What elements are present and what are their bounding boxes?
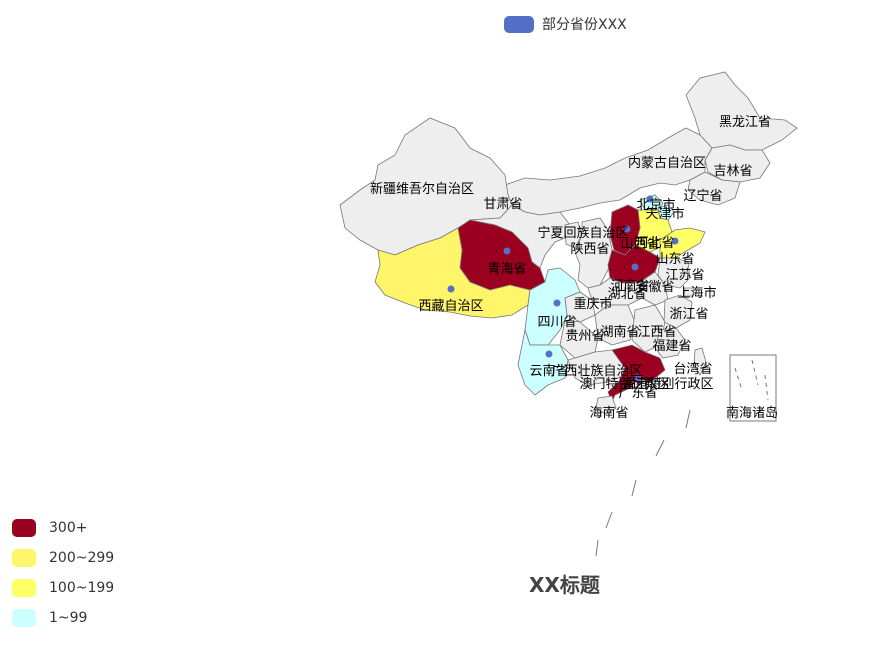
province-marker[interactable] [623,225,631,233]
province-region[interactable] [654,327,686,359]
visual-map-item[interactable]: 300+ [12,518,114,538]
province-region[interactable] [704,144,771,183]
province-label: 辽宁省 [683,188,722,204]
province-region[interactable] [693,347,707,376]
province-label: 西藏自治区 [418,299,483,314]
province-region[interactable] [657,257,691,289]
chart-title: XX标题 [529,573,600,597]
province-label: 广东省 [618,386,657,401]
province-label: 内蒙古自治区 [628,155,706,171]
province-label: 重庆市 [573,296,612,312]
province-label: 浙江省 [669,307,708,322]
maritime-boundary-dash [685,409,691,429]
province-label: 河南省 [610,278,649,294]
visual-map-swatch[interactable] [12,519,36,537]
province-label: 山西省 [620,237,659,252]
visual-map: 300+ 200~299 100~199 1~99 [12,518,114,638]
province-label: 山东省 [655,252,694,267]
province-region[interactable] [564,221,583,249]
province-label: 福建省 [652,339,691,354]
visual-map-swatch[interactable] [12,549,36,567]
province-label: 江西省 [637,325,676,340]
province-marker[interactable] [634,374,642,382]
province-label: 吉林省 [713,164,752,179]
province-label: 南海诸岛 [726,405,778,421]
province-marker[interactable] [631,263,639,271]
province-label: 甘肃省 [483,197,522,212]
province-label: 四川省 [537,315,576,330]
province-region[interactable] [687,171,741,206]
south-china-sea-inset [729,354,777,422]
province-label: 安徽省 [635,280,674,295]
province-label: 广西壮族自治区 [551,363,642,379]
province-label: 天津市 [645,206,684,222]
province-marker[interactable] [447,285,455,293]
province-label: 宁夏回族自治区 [537,225,628,241]
maritime-boundary-dash [655,439,665,457]
visual-map-label: 1~99 [49,610,88,626]
maritime-boundary-dash [631,479,637,497]
visual-map-item[interactable]: 200~299 [12,548,114,568]
province-marker[interactable] [545,350,553,358]
province-label: 澳门特别行政区 [579,376,670,392]
province-label: 湖北省 [607,287,646,302]
series-legend-label[interactable]: 部分省份XXX [542,17,627,33]
province-region[interactable] [639,194,664,211]
province-label: 台湾省 [673,361,712,377]
province-marker[interactable] [553,299,561,307]
province-label: 河北省 [635,236,674,251]
province-region[interactable] [631,381,638,388]
province-region[interactable] [595,395,617,415]
visual-map-label: 200~299 [49,550,115,566]
province-label: 上海市 [677,285,716,301]
series-legend[interactable]: 部分省份XXX [504,14,627,34]
province-label: 北京市 [636,197,675,213]
province-region[interactable] [683,287,695,297]
visual-map-swatch[interactable] [12,579,36,597]
visual-map-swatch[interactable] [12,609,36,627]
province-label: 新疆维吾尔自治区 [370,181,474,197]
province-region[interactable] [639,379,647,387]
province-marker[interactable] [646,195,654,203]
south-china-sea-islands [595,354,777,557]
visual-map-item[interactable]: 100~199 [12,578,114,598]
visual-map-label: 100~199 [49,580,115,596]
province-region[interactable] [607,344,666,404]
province-label: 青海省 [487,262,526,277]
province-label: 贵州省 [565,329,604,344]
province-region[interactable] [504,127,713,216]
province-label: 黑龙江省 [719,115,771,130]
series-legend-swatch[interactable] [504,15,534,33]
province-marker[interactable] [671,237,679,245]
visual-map-item[interactable]: 1~99 [12,608,114,628]
maritime-boundary-dash [595,539,599,557]
province-label: 云南省 [529,363,568,379]
province-label: 湖南省 [600,324,639,340]
visual-map-label: 300+ [49,520,88,536]
province-region[interactable] [517,328,569,396]
province-marker[interactable] [503,247,511,255]
province-label: 香港特别行政区 [622,377,713,392]
province-label: 江苏省 [665,267,704,283]
maritime-boundary-dash [605,511,613,529]
island-dash [734,367,743,391]
province-label: 海南省 [589,405,628,421]
province-region[interactable] [587,277,643,306]
province-label: 陕西省 [570,242,609,257]
